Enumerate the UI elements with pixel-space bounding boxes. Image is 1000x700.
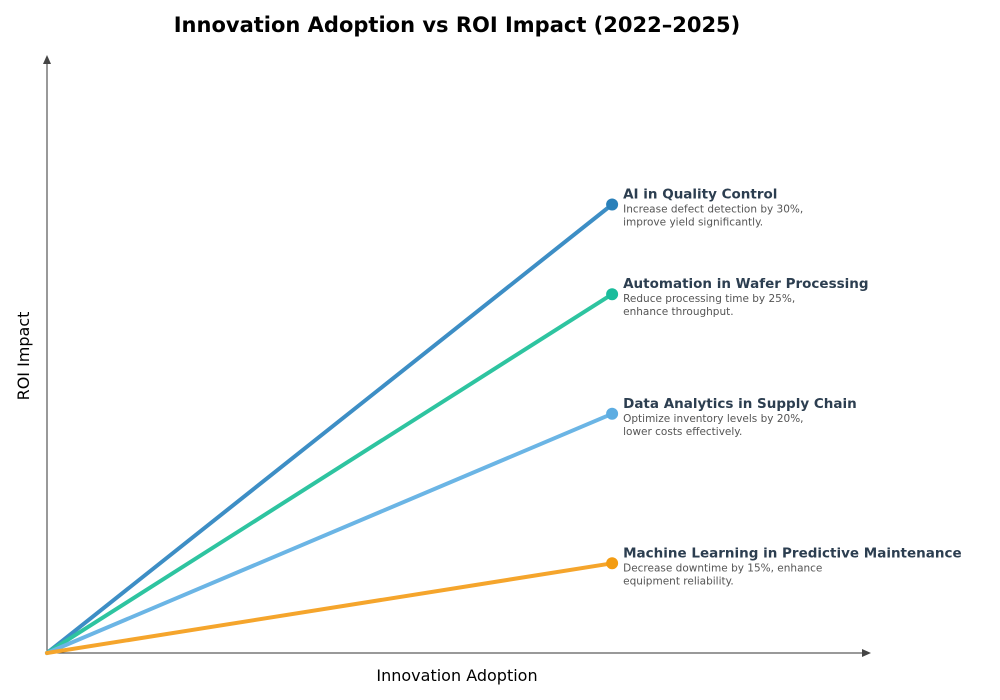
series-description-1-0: Reduce processing time by 25%, [623, 293, 795, 305]
x-axis-label: Innovation Adoption [376, 666, 537, 685]
series-description-2-1: lower costs effectively. [623, 426, 742, 438]
y-axis [43, 55, 51, 653]
series-description-3-1: equipment reliability. [623, 575, 734, 587]
series-description-2-0: Optimize inventory levels by 20%, [623, 413, 803, 425]
series-label-0: AI in Quality Control [623, 187, 777, 203]
series-line-2 [45, 411, 615, 655]
series-description-3-0: Decrease downtime by 15%, enhance [623, 562, 822, 574]
series-description-0-0: Increase defect detection by 30%, [623, 204, 803, 216]
series-description-0-1: improve yield significantly. [623, 217, 763, 229]
chart-title: Innovation Adoption vs ROI Impact (2022–… [174, 13, 741, 37]
y-axis-label: ROI Impact [14, 312, 33, 401]
series-line-1 [45, 292, 615, 655]
series-endpoint-2 [606, 407, 619, 420]
series-line-3 [45, 561, 615, 655]
series-label-1: Automation in Wafer Processing [623, 276, 868, 292]
series-endpoint-3 [606, 557, 619, 570]
series-endpoint-1 [606, 288, 619, 301]
y-axis-arrow [43, 55, 51, 64]
series-endpoint-0 [606, 198, 619, 211]
series-label-2: Data Analytics in Supply Chain [623, 396, 857, 412]
x-axis [47, 649, 871, 657]
x-axis-arrow [862, 649, 871, 657]
series-line-0 [45, 202, 615, 655]
series-label-3: Machine Learning in Predictive Maintenan… [623, 545, 962, 561]
series-description-1-1: enhance throughput. [623, 306, 733, 318]
